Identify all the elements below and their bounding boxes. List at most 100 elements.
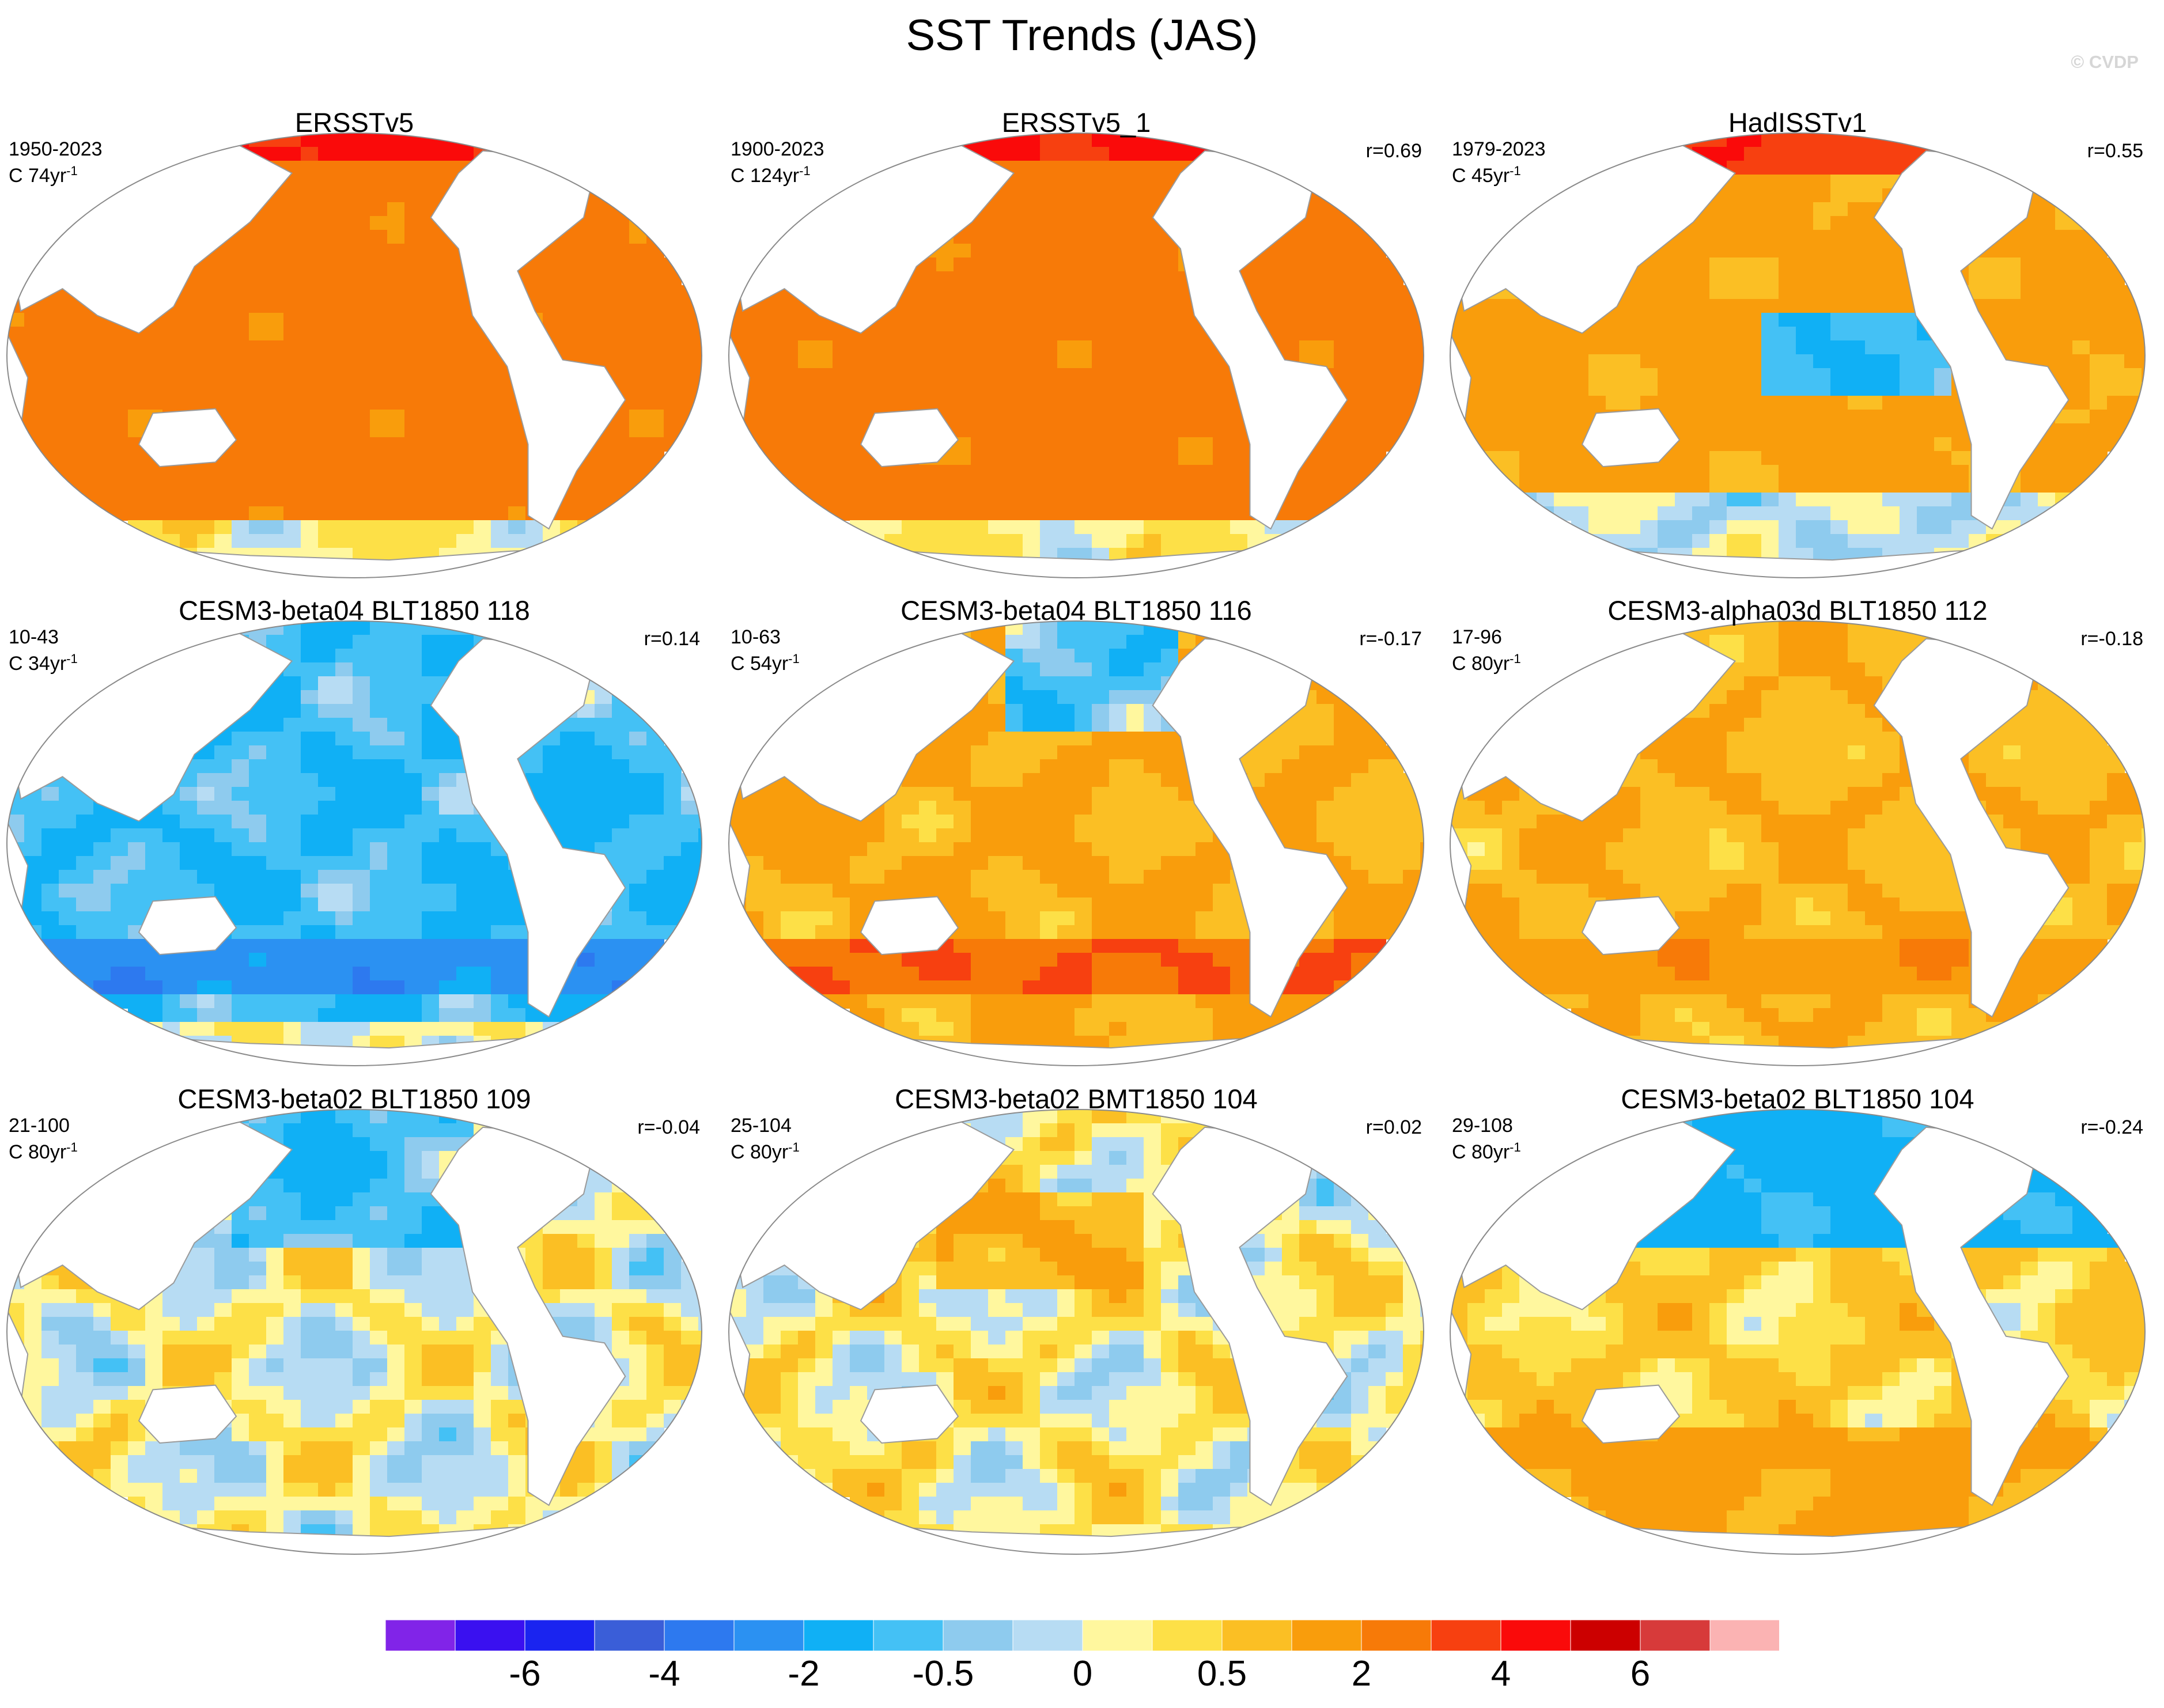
sst-cell [335, 815, 353, 829]
sst-cell [370, 801, 388, 815]
sst-cell [560, 313, 578, 327]
sst-cell [763, 327, 781, 341]
sst-cell [867, 856, 885, 870]
sst-cell [867, 340, 885, 355]
sst-cell [629, 856, 647, 870]
sst-cell [301, 732, 319, 746]
sst-cell [1075, 285, 1092, 300]
sst-cell [76, 451, 94, 465]
sst-cell [370, 161, 388, 175]
sst-cell [1882, 271, 1900, 286]
sst-cell [781, 313, 799, 327]
sst-cell [1005, 327, 1023, 341]
sst-cell [456, 1008, 474, 1022]
sst-cell [815, 354, 833, 369]
sst-cell [439, 368, 457, 382]
sst-cell [491, 870, 509, 884]
sst-cell [543, 773, 561, 787]
sst-cell [1316, 451, 1334, 465]
sst-cell [1005, 230, 1023, 244]
sst-cell [2090, 354, 2108, 369]
sst-cell [197, 787, 215, 801]
sst-cell [612, 690, 630, 705]
sst-cell [1057, 801, 1075, 815]
sst-cell [954, 410, 971, 424]
sst-cell [422, 175, 440, 189]
sst-cell [283, 354, 301, 369]
sst-cell [162, 340, 180, 355]
sst-cell [1830, 161, 1848, 175]
sst-cell [1092, 801, 1110, 815]
sst-cell [1779, 423, 1796, 438]
sst-cell [1144, 147, 1162, 161]
sst-cell [283, 257, 301, 272]
sst-cell [1917, 396, 1935, 410]
sst-cell [2090, 423, 2108, 438]
sst-cell [971, 257, 989, 272]
sst-cell [76, 953, 94, 967]
sst-cell [1092, 856, 1110, 870]
sst-cell [1178, 815, 1196, 829]
sst-cell [1075, 493, 1092, 507]
sst-cell [439, 994, 457, 1009]
sst-cell [404, 257, 422, 272]
sst-cell [936, 759, 954, 774]
sst-cell [988, 437, 1006, 452]
sst-cell [1161, 257, 1179, 272]
sst-cell [456, 828, 474, 843]
sst-cell [1057, 621, 1075, 635]
sst-cell [1023, 773, 1041, 787]
sst-cell [1537, 396, 1554, 410]
sst-cell [404, 897, 422, 912]
sst-cell [1023, 493, 1041, 507]
sst-cell [2090, 257, 2108, 272]
sst-cell [954, 773, 971, 787]
sst-cell [919, 479, 937, 493]
sst-cell [2038, 506, 2056, 521]
sst-cell [422, 828, 440, 843]
sst-cell [180, 801, 198, 815]
sst-cell [197, 870, 215, 884]
sst-cell [577, 980, 595, 995]
sst-cell [1403, 340, 1421, 355]
sst-cell [577, 815, 595, 829]
sst-cell [2090, 327, 2108, 341]
sst-cell [1727, 368, 1745, 382]
sst-cell [629, 396, 647, 410]
sst-cell [612, 745, 630, 760]
sst-cell [543, 313, 561, 327]
sst-cell [1005, 437, 1023, 452]
sst-cell [595, 801, 612, 815]
sst-cell [1485, 382, 1503, 396]
sst-cell [1351, 704, 1369, 718]
sst-cell [919, 493, 937, 507]
sst-cell [1368, 787, 1386, 801]
sst-cell [335, 1022, 353, 1036]
sst-cell [283, 967, 301, 981]
sst-cell [629, 842, 647, 857]
sst-cell [387, 649, 405, 663]
sst-cell [162, 1008, 180, 1022]
sst-cell [664, 257, 682, 272]
sst-cell [232, 897, 249, 912]
sst-cell [988, 257, 1006, 272]
sst-cell [1005, 856, 1023, 870]
sst-cell [197, 1022, 215, 1036]
sst-cell [2038, 340, 2056, 355]
sst-cell [491, 382, 509, 396]
sst-cell [646, 437, 664, 452]
sst-cell [1092, 815, 1110, 829]
sst-cell [902, 354, 920, 369]
sst-cell [1161, 465, 1179, 479]
sst-cell [491, 368, 509, 382]
sst-cell [1092, 465, 1110, 479]
sst-cell [2038, 327, 2056, 341]
sst-cell [1092, 662, 1110, 677]
sst-cell [646, 884, 664, 898]
sst-cell [1161, 759, 1179, 774]
sst-cell [1040, 396, 1058, 410]
sst-cell [41, 327, 59, 341]
sst-cell [1865, 410, 1883, 424]
sst-cell [646, 271, 664, 286]
sst-cell [162, 994, 180, 1009]
